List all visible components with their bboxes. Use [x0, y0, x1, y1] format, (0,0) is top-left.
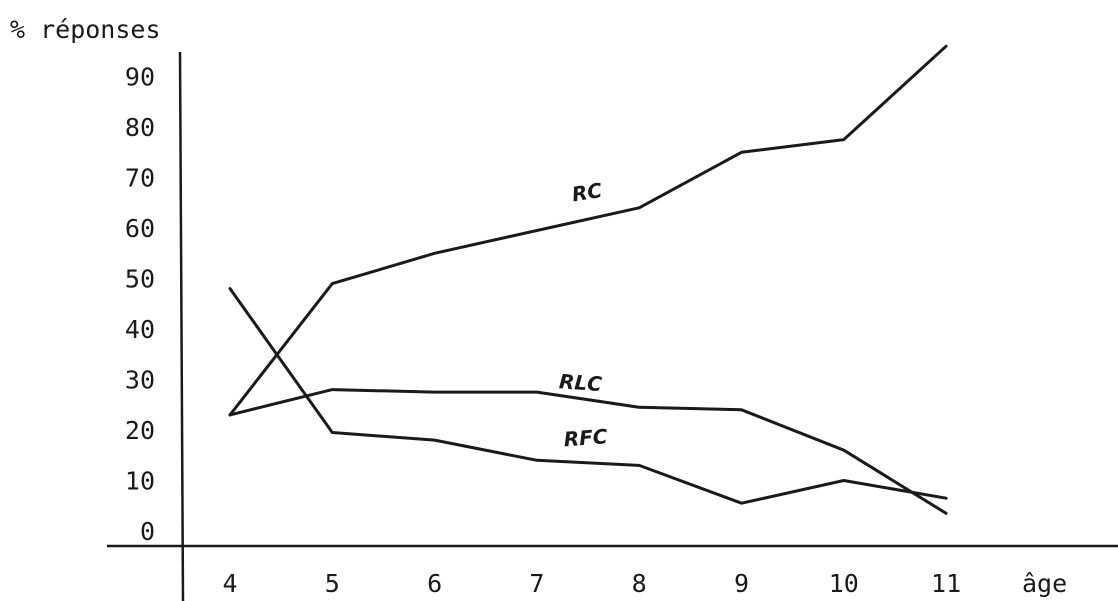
x-tick-label: 5 [325, 569, 340, 598]
series-line-rc [228, 44, 948, 417]
axes [107, 51, 1118, 601]
y-tick-label: 70 [125, 164, 155, 193]
y-tick-label: 90 [125, 63, 155, 92]
y-tick-label: 20 [125, 416, 155, 445]
x-tick-label: 8 [632, 569, 647, 598]
x-tick-label: 11 [931, 569, 961, 598]
series-line-rlc [228, 388, 948, 515]
x-tick-labels: 4 5 6 7 8 9 10 11 [222, 569, 961, 598]
x-tick-label: 10 [829, 569, 859, 598]
x-tick-label: 9 [734, 569, 749, 598]
y-tick-label: 40 [125, 315, 155, 344]
y-tick-label: 10 [125, 467, 155, 496]
y-tick-label: 60 [125, 214, 155, 243]
y-tick-label: 50 [125, 265, 155, 294]
y-tick-label: 80 [125, 113, 155, 142]
series-label-rfc: RFC [563, 424, 609, 451]
x-tick-label: 7 [529, 569, 544, 598]
y-tick-label: 0 [140, 517, 155, 546]
x-tick-label: 4 [222, 569, 237, 598]
series-label-rc: RC [570, 178, 604, 206]
series-lines [228, 44, 948, 515]
series-line-rfc [228, 287, 948, 505]
x-tick-label: 6 [427, 569, 442, 598]
series-label-rlc: RLC [558, 369, 603, 396]
y-tick-label: 30 [125, 366, 155, 395]
y-axis-line [178, 51, 185, 601]
x-axis-title: âge [1022, 569, 1067, 598]
series-labels: RC RLC RFC [558, 178, 608, 451]
y-tick-labels: 0 10 20 30 40 50 60 70 80 90 [125, 63, 155, 547]
y-axis-title: % réponses [10, 15, 161, 44]
